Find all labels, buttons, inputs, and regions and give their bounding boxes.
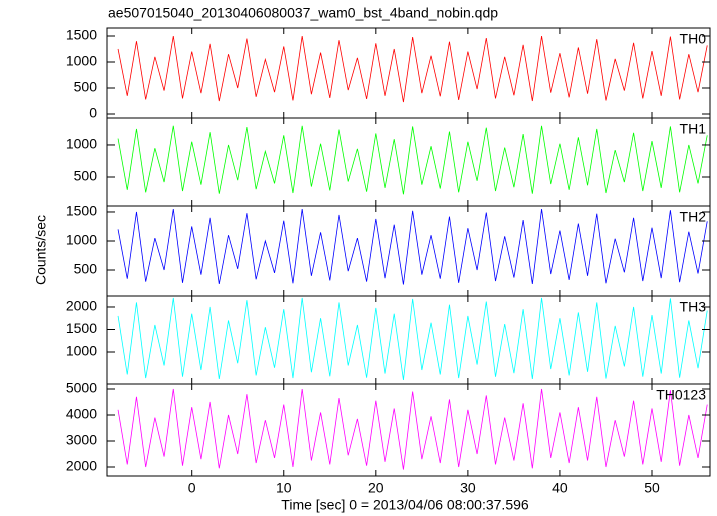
light-curve — [117, 297, 708, 380]
panel-label: TH0123 — [656, 387, 706, 403]
panel-label: TH2 — [680, 209, 707, 225]
panel-frame — [106, 295, 711, 385]
panel-frame — [106, 117, 711, 207]
y-tick-label: 1000 — [66, 343, 97, 359]
y-axis-label: Counts/sec — [33, 215, 49, 285]
panel-frame — [106, 383, 711, 477]
y-tick-label: 5000 — [66, 380, 97, 396]
y-tick-label: 1500 — [66, 320, 97, 336]
chart-title: ae507015040_20130406080037_wam0_bst_4ban… — [108, 5, 498, 21]
light-curve — [117, 388, 708, 470]
panel-label: TH0 — [680, 31, 707, 47]
light-curve — [117, 209, 708, 285]
panel-label: TH1 — [680, 121, 707, 137]
panel-frame — [106, 205, 711, 297]
x-tick-label: 0 — [188, 480, 196, 496]
x-tick-label: 30 — [460, 480, 476, 496]
y-tick-label: 1000 — [66, 232, 97, 248]
x-tick-label: 50 — [644, 480, 660, 496]
x-tick-label: 20 — [368, 480, 384, 496]
x-tick-label: 10 — [276, 480, 292, 496]
x-axis-label: Time [sec] 0 = 2013/04/06 08:00:37.596 — [281, 497, 529, 513]
y-tick-label: 500 — [74, 261, 98, 277]
x-tick-label: 40 — [552, 480, 568, 496]
y-tick-label: 4000 — [66, 406, 97, 422]
light-curve — [117, 125, 708, 195]
light-curve — [117, 35, 708, 103]
y-tick-label: 1500 — [66, 203, 97, 219]
y-tick-label: 2000 — [66, 298, 97, 314]
panel-label: TH3 — [680, 299, 707, 315]
y-tick-label: 1000 — [66, 53, 97, 69]
y-tick-label: 500 — [74, 79, 98, 95]
y-tick-label: 3000 — [66, 432, 97, 448]
y-tick-label: 1000 — [66, 136, 97, 152]
y-tick-label: 2000 — [66, 458, 97, 474]
y-tick-label: 0 — [89, 105, 97, 121]
y-tick-label: 500 — [74, 168, 98, 184]
y-tick-label: 1500 — [66, 27, 97, 43]
